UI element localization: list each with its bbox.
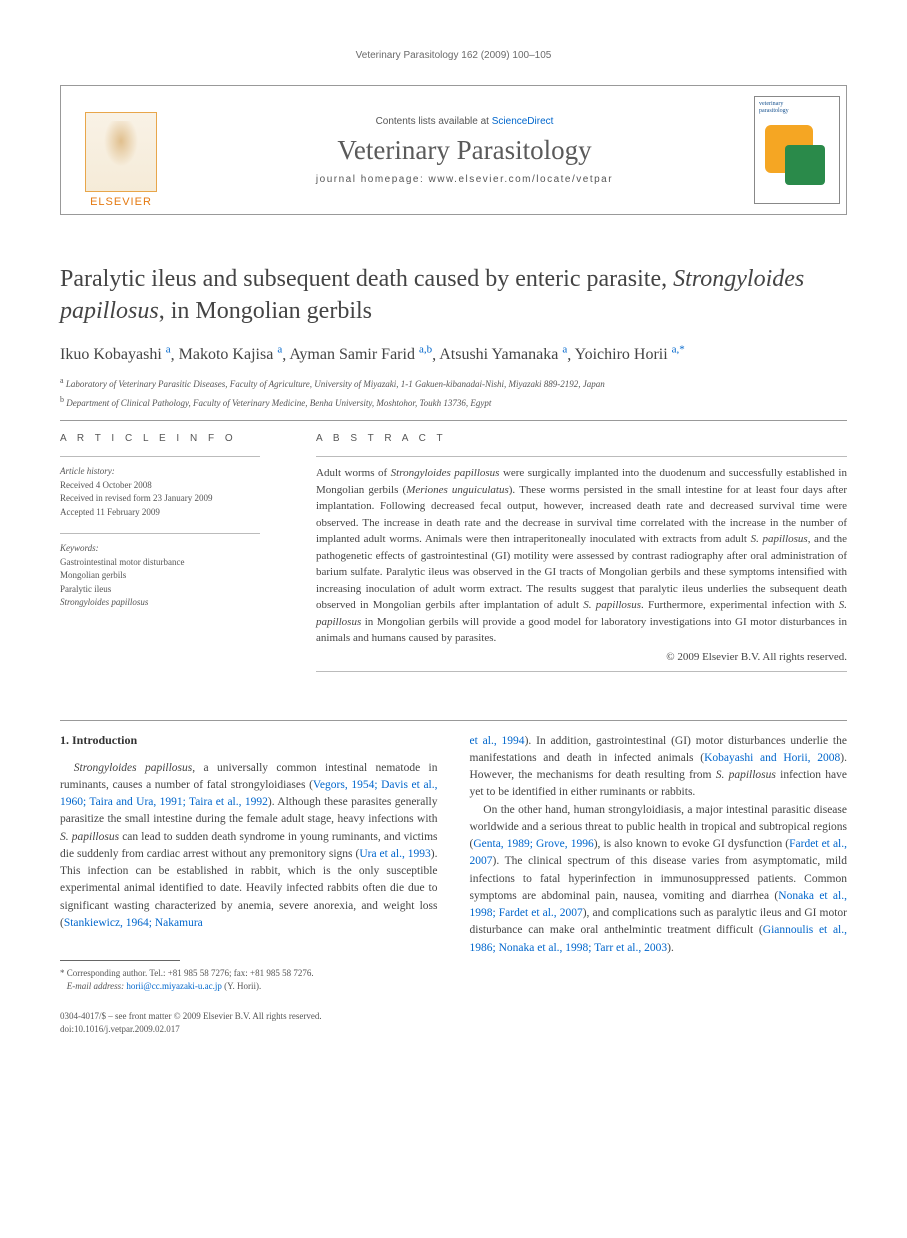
- body-paragraph: On the other hand, human strongyloidiasi…: [470, 802, 848, 957]
- article-info-column: A R T I C L E I N F O Article history: R…: [60, 433, 280, 680]
- citation-link[interactable]: et al., 1994: [470, 735, 525, 747]
- accepted-date: Accepted 11 February 2009: [60, 507, 160, 517]
- homepage-line: journal homepage: www.elsevier.com/locat…: [316, 174, 613, 185]
- contents-line: Contents lists available at ScienceDirec…: [376, 116, 554, 127]
- affiliation: a Laboratory of Veterinary Parasitic Dis…: [60, 376, 847, 389]
- homepage-url[interactable]: www.elsevier.com/locate/vetpar: [429, 174, 614, 185]
- copyright: © 2009 Elsevier B.V. All rights reserved…: [316, 651, 847, 663]
- received-date: Received 4 October 2008: [60, 480, 152, 490]
- sciencedirect-link[interactable]: ScienceDirect: [492, 116, 554, 127]
- elsevier-tree-icon: [85, 112, 157, 192]
- running-header: Veterinary Parasitology 162 (2009) 100–1…: [60, 50, 847, 61]
- info-abstract-row: A R T I C L E I N F O Article history: R…: [60, 433, 847, 680]
- footer-line2: doi:10.1016/j.vetpar.2009.02.017: [60, 1024, 180, 1034]
- email-who: (Y. Horii).: [224, 981, 261, 991]
- keyword: Mongolian gerbils: [60, 570, 126, 580]
- footer-line1: 0304-4017/$ – see front matter © 2009 El…: [60, 1011, 322, 1021]
- body-paragraph: et al., 1994). In addition, gastrointest…: [470, 733, 848, 802]
- body-paragraph: Strongyloides papillosus, a universally …: [60, 760, 438, 933]
- body-columns: 1. Introduction Strongyloides papillosus…: [60, 733, 847, 993]
- cover-art-icon: [765, 125, 813, 173]
- divider: [60, 533, 260, 534]
- keywords: Keywords: Gastrointestinal motor disturb…: [60, 542, 280, 610]
- author: Ikuo Kobayashi a: [60, 346, 171, 363]
- author: Atsushi Yamanaka a: [439, 346, 567, 363]
- page-footer: 0304-4017/$ – see front matter © 2009 El…: [60, 1010, 847, 1035]
- divider: [60, 720, 847, 721]
- abstract-label: A B S T R A C T: [316, 433, 847, 444]
- divider: [316, 456, 847, 457]
- publisher-label: ELSEVIER: [90, 196, 152, 208]
- divider: [60, 420, 847, 421]
- cover-title: veterinaryparasitology: [759, 101, 835, 114]
- revised-date: Received in revised form 23 January 2009: [60, 493, 212, 503]
- footnote-rule: [60, 960, 180, 961]
- article-history: Article history: Received 4 October 2008…: [60, 465, 280, 519]
- citation-link[interactable]: Nonaka et al., 1998; Fardet et al., 2007: [470, 890, 847, 919]
- email-label: E-mail address:: [67, 981, 124, 991]
- citation-link[interactable]: Genta, 1989; Grove, 1996: [473, 838, 593, 850]
- divider: [316, 671, 847, 672]
- journal-name: Veterinary Parasitology: [337, 135, 591, 166]
- citation-link[interactable]: Kobayashi and Horii, 2008: [704, 752, 840, 764]
- journal-cover-box: veterinaryparasitology: [748, 86, 846, 214]
- publisher-logo-box: ELSEVIER: [61, 86, 181, 214]
- contents-prefix: Contents lists available at: [376, 116, 492, 127]
- divider: [60, 456, 260, 457]
- author: Ayman Samir Farid a,b: [289, 346, 432, 363]
- citation-link[interactable]: Vegors, 1954; Davis et al., 1960; Taira …: [60, 779, 438, 808]
- abstract-text: Adult worms of Strongyloides papillosus …: [316, 465, 847, 647]
- article-title: Paralytic ileus and subsequent death cau…: [60, 263, 847, 328]
- keyword: Gastrointestinal motor disturbance: [60, 557, 184, 567]
- author: Yoichiro Horii a,*: [575, 346, 685, 363]
- abstract-column: A B S T R A C T Adult worms of Strongylo…: [316, 433, 847, 680]
- article-info-label: A R T I C L E I N F O: [60, 433, 280, 444]
- authors: Ikuo Kobayashi a, Makoto Kajisa a, Ayman…: [60, 344, 847, 364]
- title-line1: Paralytic ileus and subsequent death cau…: [60, 266, 667, 292]
- homepage-prefix: journal homepage:: [316, 174, 429, 185]
- citation-link[interactable]: Giannoulis et al., 1986; Nonaka et al., …: [470, 924, 848, 953]
- body-column-left: 1. Introduction Strongyloides papillosus…: [60, 733, 438, 993]
- keyword: Paralytic ileus: [60, 584, 111, 594]
- keyword: Strongyloides papillosus: [60, 597, 148, 607]
- journal-cover-thumb: veterinaryparasitology: [754, 96, 840, 204]
- corr-author-line: * Corresponding author. Tel.: +81 985 58…: [60, 968, 314, 978]
- masthead-center: Contents lists available at ScienceDirec…: [181, 86, 748, 214]
- corresponding-footnote: * Corresponding author. Tel.: +81 985 58…: [60, 967, 438, 992]
- citation-link[interactable]: Stankiewicz, 1964; Nakamura: [64, 917, 203, 929]
- citation-link[interactable]: Ura et al., 1993: [359, 848, 430, 860]
- affiliation: b Department of Clinical Pathology, Facu…: [60, 395, 847, 408]
- keywords-label: Keywords:: [60, 543, 99, 553]
- intro-heading: 1. Introduction: [60, 733, 438, 748]
- page: Veterinary Parasitology 162 (2009) 100–1…: [0, 0, 907, 1075]
- body-column-right: et al., 1994). In addition, gastrointest…: [470, 733, 848, 993]
- author: Makoto Kajisa a: [179, 346, 283, 363]
- email-link[interactable]: horii@cc.miyazaki-u.ac.jp: [126, 981, 222, 991]
- title-line2: , in Mongolian gerbils: [159, 298, 372, 324]
- history-label: Article history:: [60, 466, 115, 476]
- masthead: ELSEVIER Contents lists available at Sci…: [60, 85, 847, 215]
